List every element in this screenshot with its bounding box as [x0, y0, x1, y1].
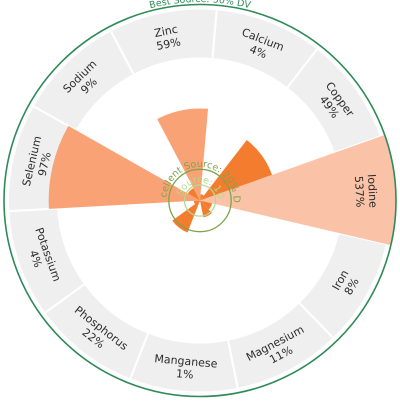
bar-iron[interactable]	[200, 200, 213, 210]
category-name: Iodine	[365, 174, 380, 209]
category-value: 4%	[248, 43, 269, 61]
category-value: 1%	[176, 367, 195, 381]
bar-potassium[interactable]	[193, 200, 200, 205]
bar-layer	[48, 4, 396, 392]
bar-zinc[interactable]	[157, 108, 209, 201]
sector-bg-zinc	[109, 7, 218, 77]
category-value: 537%	[352, 176, 367, 208]
bar-sodium[interactable]	[187, 188, 200, 201]
ring-20-dv	[168, 168, 232, 233]
category-name: Manganese	[154, 352, 218, 370]
ring-10-dv	[183, 184, 217, 217]
category-name: Zinc	[153, 23, 179, 40]
category-value: 4%	[27, 248, 45, 269]
ring-50-dv	[3, 3, 397, 398]
bar-calcium[interactable]	[200, 194, 204, 201]
bar-phosphorus[interactable]	[172, 200, 200, 233]
category-value: 97%	[36, 151, 54, 178]
bar-manganese[interactable]	[199, 200, 201, 203]
bar-copper[interactable]	[200, 140, 273, 201]
bar-selenium[interactable]	[48, 125, 201, 209]
category-value: 59%	[155, 35, 182, 53]
